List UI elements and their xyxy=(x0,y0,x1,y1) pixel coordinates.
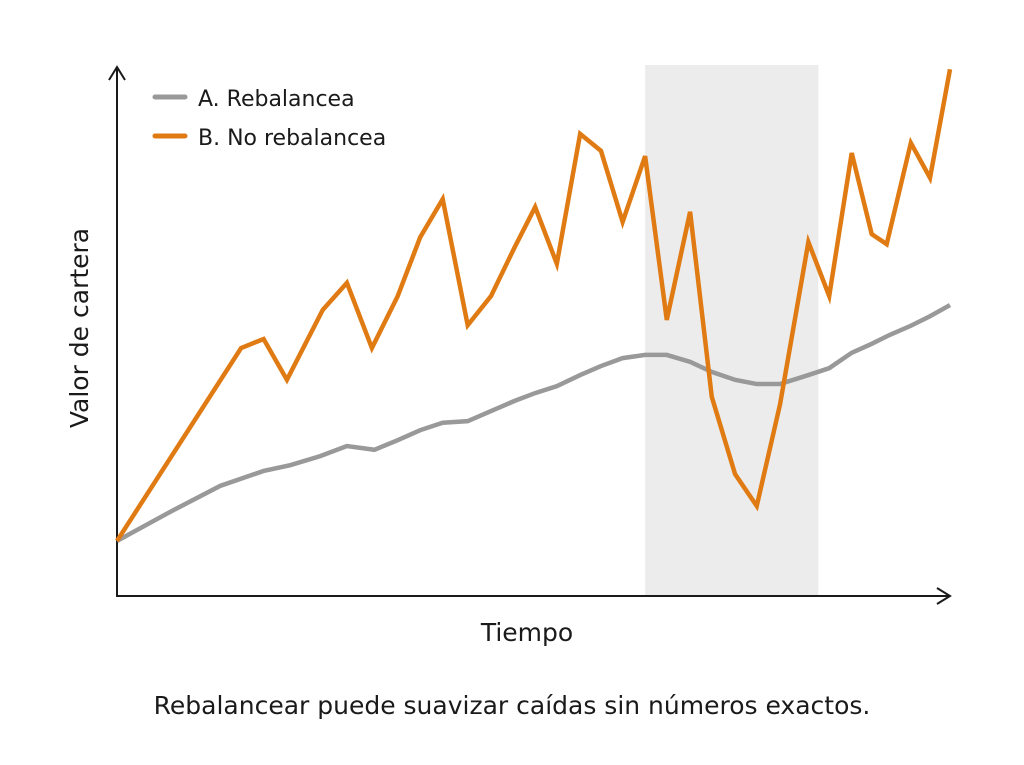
x-axis-label: Tiempo xyxy=(480,618,573,647)
shaded-region xyxy=(645,65,819,595)
y-axis-label: Valor de cartera xyxy=(65,228,94,428)
legend-label-b: B. No rebalancea xyxy=(198,126,386,151)
series-line-b xyxy=(115,68,953,543)
x-axis-arrow-icon xyxy=(936,587,952,605)
legend: A. Rebalancea B. No rebalancea xyxy=(152,87,386,151)
axes xyxy=(108,65,952,605)
legend-label-a: A. Rebalancea xyxy=(198,87,355,112)
y-axis-arrow-icon xyxy=(108,65,126,81)
series-line-a xyxy=(115,303,952,543)
chart-caption: Rebalancear puede suavizar caídas sin nú… xyxy=(154,691,871,720)
